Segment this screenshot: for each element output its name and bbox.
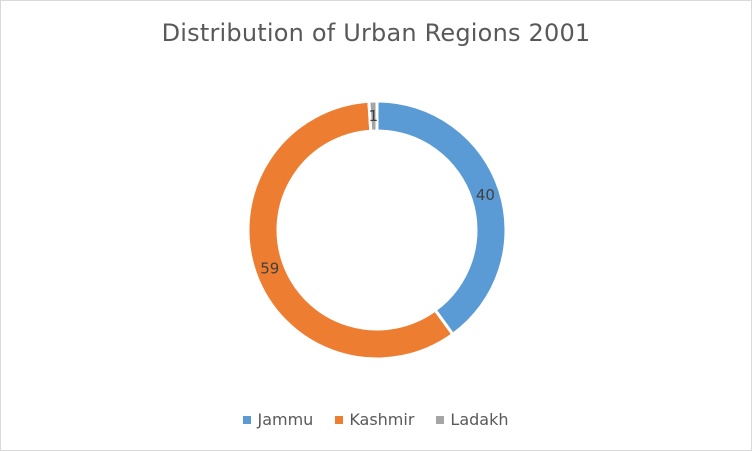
slice-kashmir — [246, 99, 455, 361]
legend-label-kashmir: Kashmir — [349, 410, 415, 429]
doughnut-data-labels: 40 59 1 — [260, 107, 495, 278]
doughnut-slices — [246, 99, 508, 361]
legend-swatch-ladakh — [436, 415, 445, 424]
data-label-kashmir: 59 — [260, 260, 279, 278]
legend: Jammu Kashmir Ladakh — [1, 410, 751, 429]
legend-label-ladakh: Ladakh — [450, 410, 509, 429]
legend-label-jammu: Jammu — [257, 410, 314, 429]
legend-item-jammu: Jammu — [243, 410, 313, 429]
slice-jammu — [375, 99, 508, 337]
data-label-ladakh: 1 — [369, 107, 379, 125]
legend-item-ladakh: Ladakh — [436, 410, 509, 429]
data-label-jammu: 40 — [476, 186, 495, 204]
legend-swatch-jammu — [243, 415, 252, 424]
legend-item-kashmir: Kashmir — [335, 410, 414, 429]
chart-title: Distribution of Urban Regions 2001 — [161, 19, 591, 47]
legend-swatch-kashmir — [335, 415, 344, 424]
slice-ladakh — [367, 99, 379, 133]
